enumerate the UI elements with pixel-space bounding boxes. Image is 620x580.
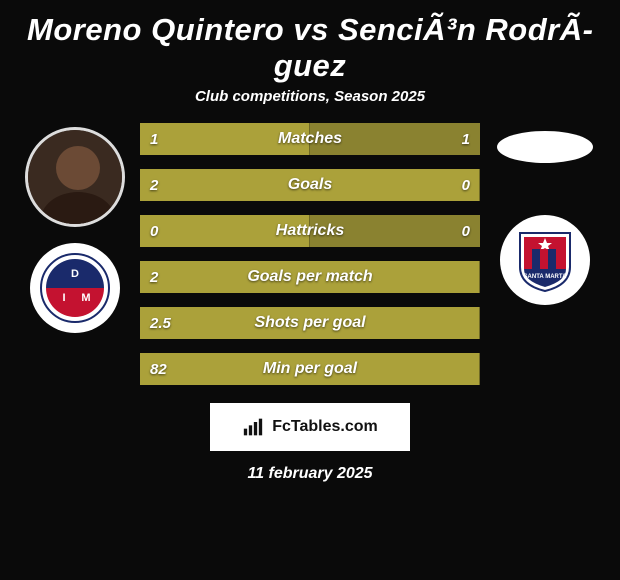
stat-row: 82 Min per goal	[140, 353, 480, 385]
player-photo-left	[25, 127, 125, 227]
stat-value-right: 0	[462, 177, 470, 194]
stat-label: Shots per goal	[254, 314, 365, 332]
page-subtitle: Club competitions, Season 2025	[195, 88, 425, 105]
brand-box[interactable]: FcTables.com	[210, 403, 410, 451]
left-column: D I M	[20, 123, 130, 333]
stat-row: 1 Matches 1	[140, 123, 480, 155]
stat-value-left: 2	[150, 269, 158, 286]
santa-marta-logo-icon: SANTA MARTA	[510, 225, 580, 295]
stat-row: 2 Goals 0	[140, 169, 480, 201]
svg-text:M: M	[81, 292, 90, 304]
stat-value-left: 2.5	[150, 315, 171, 332]
stat-value-left: 1	[150, 131, 158, 148]
club-logo-left: D I M	[30, 243, 120, 333]
stat-value-right: 0	[462, 223, 470, 240]
svg-text:I: I	[62, 292, 65, 304]
stat-row: 2.5 Shots per goal	[140, 307, 480, 339]
stat-label: Goals	[288, 176, 332, 194]
fctables-logo-icon	[242, 417, 264, 437]
stat-label: Min per goal	[263, 360, 357, 378]
comparison-card: Moreno Quintero vs SenciÃ³n RodrÃ­guez C…	[0, 0, 620, 493]
stats-column: 1 Matches 1 2 Goals 0 0 Hattricks 0 2 Goals per ma…	[140, 123, 480, 385]
stat-label: Goals per match	[247, 268, 372, 286]
svg-text:D: D	[71, 268, 79, 280]
brand-label: FcTables.com	[272, 418, 378, 436]
avatar-placeholder-icon	[28, 130, 125, 227]
date-label: 11 february 2025	[247, 465, 372, 483]
club-logo-right: SANTA MARTA	[500, 215, 590, 305]
stat-label: Matches	[278, 130, 342, 148]
dim-logo-icon: D I M	[40, 253, 110, 323]
stat-row: 0 Hattricks 0	[140, 215, 480, 247]
player-photo-right	[497, 131, 593, 163]
main-row: D I M 1 Matches 1 2 Goals 0 0 Hattricks 0 2 Goals …	[0, 123, 620, 385]
stat-value-left: 82	[150, 361, 167, 378]
svg-text:SANTA MARTA: SANTA MARTA	[524, 274, 568, 280]
right-column: SANTA MARTA	[490, 123, 600, 305]
stat-row: 2 Goals per match	[140, 261, 480, 293]
stat-value-right: 1	[462, 131, 470, 148]
stat-label: Hattricks	[276, 222, 344, 240]
page-title: Moreno Quintero vs SenciÃ³n RodrÃ­guez	[0, 12, 620, 84]
stat-value-left: 2	[150, 177, 158, 194]
stat-value-left: 0	[150, 223, 158, 240]
